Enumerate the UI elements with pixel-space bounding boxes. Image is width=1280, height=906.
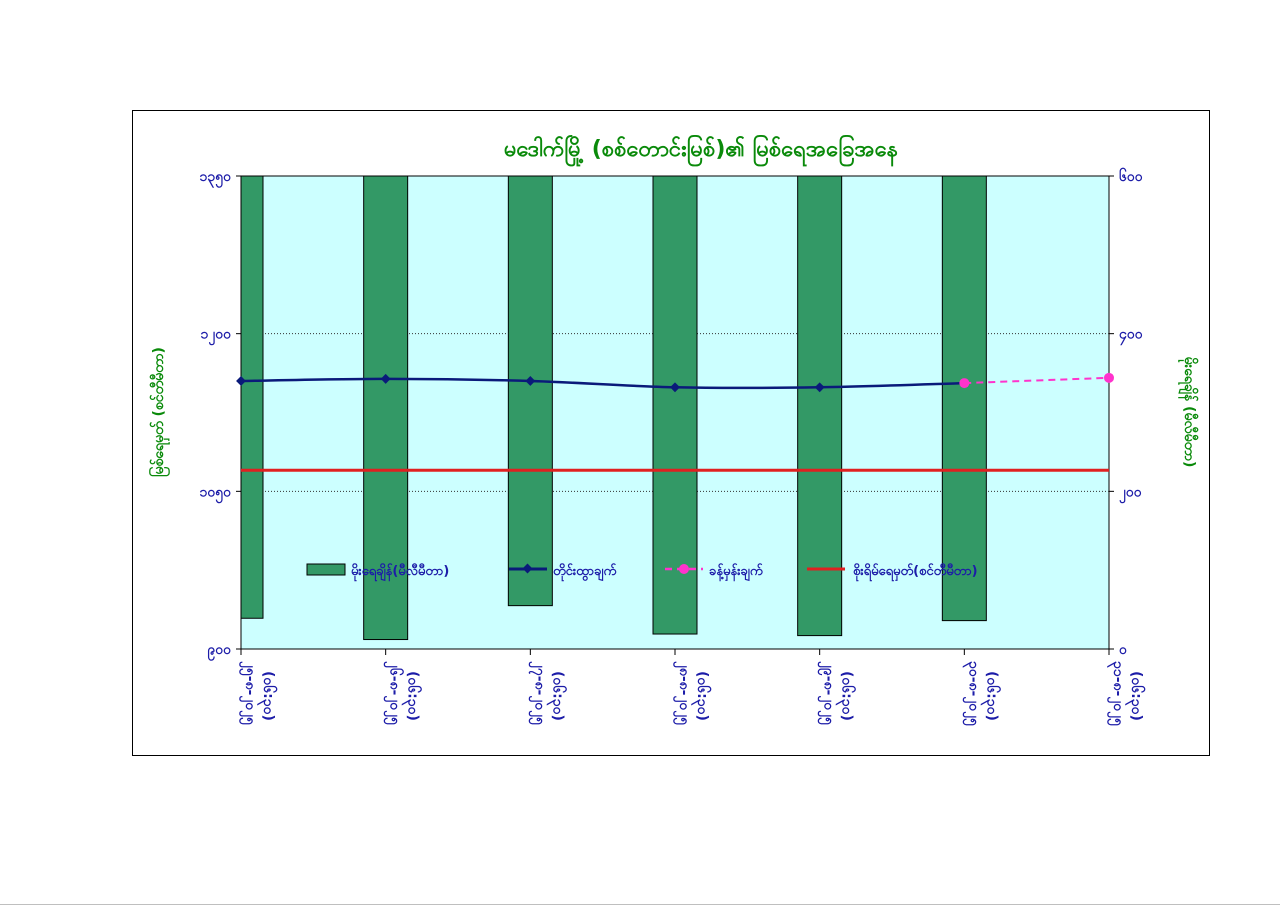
x-tick-time-1: (၀၆:၃၀) xyxy=(402,671,422,721)
x-tick-date-3: ၂၈-၈-၂၀၂၅ xyxy=(673,661,692,726)
observed-line xyxy=(240,377,965,390)
observed-point-2 xyxy=(525,376,536,386)
legend-danger-label: စိုးရိမ်ရေမှတ်(စင်တီမီတာ) xyxy=(853,562,978,582)
y-left-tick-label-3: ၁၃၅၀ xyxy=(200,169,233,188)
x-tick-label-1: ၂၆-၈-၂၀၂၅ (၀၆:၃၀) xyxy=(384,661,422,726)
rainfall-bar-5 xyxy=(941,175,987,622)
y-right-tick-label-3: ၆၀၀ xyxy=(1119,168,1144,185)
rainfall-bar-0 xyxy=(240,175,264,619)
rainfall-bar-2 xyxy=(507,175,553,607)
water-level-lines xyxy=(236,372,1114,393)
y-left-tick-label-1: ၁၀၅၀ xyxy=(200,484,233,503)
x-tick-time-3: (၀၆:၃၀) xyxy=(691,671,711,721)
x-tick-date-6: ၃၁-၈-၂၀၂၅ xyxy=(1107,661,1126,727)
legend-observed-label: တိုင်းထွာချက် xyxy=(553,562,616,582)
x-tick-label-2: ၂၇-၈-၂၀၂၅ (၀၆:၃၀) xyxy=(528,661,566,726)
x-tick-date-1: ၂၆-၈-၂၀၂၅ xyxy=(384,661,404,726)
x-tick-date-2: ၂၇-၈-၂၀၂၅ xyxy=(528,661,547,726)
y-axis-right-title: မိုးရေချိန် (မီလီမီတာ) xyxy=(1178,357,1198,468)
x-tick-date-5: ၃၀-၈-၂၀၂၅ xyxy=(962,661,981,727)
forecast-line xyxy=(964,376,1110,385)
legend-observed-marker xyxy=(522,563,533,574)
rainfall-bar-3 xyxy=(652,175,698,635)
chart-title: မဒေါက်မြို့ (စစ်တောင်းမြစ်)၏ မြစ်ရေအခြေအ… xyxy=(504,134,898,167)
rainfall-bar-4 xyxy=(797,175,843,637)
rainfall-bar-1 xyxy=(363,175,409,641)
chart-frame: မဒေါက်မြို့ (စစ်တောင်းမြစ်)၏ မြစ်ရေအခြေအ… xyxy=(132,110,1210,756)
y-left-tick-label-0: ၉၀၀ xyxy=(207,642,232,661)
x-tick-time-6: (၀၆:၃၀) xyxy=(1125,671,1145,721)
legend-rainfall-swatch xyxy=(306,563,346,576)
x-tick-time-4: (၀၆:၃၀) xyxy=(836,671,856,721)
observed-point-1 xyxy=(380,373,391,384)
x-tick-label-3: ၂၈-၈-၂၀၂၅ (၀၆:၃၀) xyxy=(673,661,711,726)
rainfall-bars xyxy=(240,175,987,641)
y-right-tick-label-2: ၄၀၀ xyxy=(1119,327,1144,346)
observed-point-3 xyxy=(670,382,680,393)
observed-point-0 xyxy=(236,376,246,386)
x-tick-label-4: ၂၉-၈-၂၀၂၅ (၀၆:၃၀) xyxy=(818,661,856,726)
legend: မိုးရေချိန်(မီလီမီတာ) တိုင်းထွာချက် ခန့်… xyxy=(306,562,978,582)
y-axis-left-title: မြစ်ရေမှတ် (စင်တီမီတာ) xyxy=(149,347,170,477)
legend-forecast-marker xyxy=(679,564,689,574)
x-tick-date-0: ၂၅-၈-၂၀၂၅ xyxy=(239,661,258,726)
forecast-point-5 xyxy=(959,378,970,389)
y-right-tick-label-1: ၂၀၀ xyxy=(1119,484,1143,503)
x-tick-label-0: ၂၅-၈-၂၀၂၅ (၀၆:၃၀) xyxy=(239,661,277,726)
page-bottom-rule xyxy=(0,904,1280,905)
observed-point-4 xyxy=(814,382,825,393)
x-tick-label-5: ၃၀-၈-၂၀၂၅ (၀၆:၃၀) xyxy=(962,661,1000,727)
x-tick-label-6: ၃၁-၈-၂၀၂၅ (၀၆:၃၀) xyxy=(1107,661,1145,727)
water-level-chart: မဒေါက်မြို့ (စစ်တောင်းမြစ်)၏ မြစ်ရေအခြေအ… xyxy=(149,134,1198,727)
x-tick-date-4: ၂၉-၈-၂၀၂၅ xyxy=(818,661,837,726)
legend-rainfall-label: မိုးရေချိန်(မီလီမီတာ) xyxy=(351,562,449,582)
x-tick-time-0: (၀၆:၃၀) xyxy=(257,671,277,721)
forecast-point-6 xyxy=(1104,372,1114,383)
x-tick-time-2: (၀၆:၃၀) xyxy=(546,671,566,721)
x-tick-time-5: (၀၆:၃၀) xyxy=(980,671,1000,721)
y-right-tick-label-0: ၀ xyxy=(1119,642,1128,658)
legend-forecast-label: ခန့်မှန်းချက် xyxy=(709,562,763,582)
y-left-tick-label-2: ၁၂၀၀ xyxy=(200,327,232,346)
